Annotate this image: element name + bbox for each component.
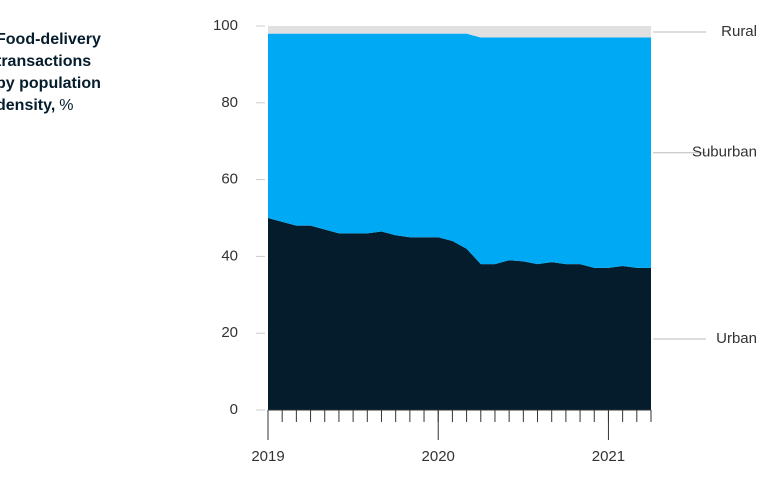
x-tick-label: 2019 <box>251 448 284 465</box>
chart-title: Food-delivery transactions by population de… <box>0 31 101 114</box>
area <box>268 26 651 38</box>
title-unit: % <box>59 97 73 114</box>
title-line: transactions <box>0 53 91 70</box>
title-line: by population <box>0 75 101 92</box>
y-tick-label: 80 <box>221 94 238 111</box>
legend-label: Suburban <box>692 144 757 161</box>
legend-label: Urban <box>716 330 757 347</box>
title-line: density, <box>0 97 55 114</box>
area <box>268 33 651 268</box>
x-tick-label: 2021 <box>592 448 625 465</box>
title-line: Food-delivery <box>0 31 101 48</box>
y-tick-label: 40 <box>221 247 238 264</box>
y-tick-label: 0 <box>230 401 238 418</box>
y-tick-label: 20 <box>221 324 238 341</box>
legend-label: Rural <box>721 23 757 40</box>
x-tick-label: 2020 <box>422 448 455 465</box>
y-tick-label: 60 <box>221 171 238 188</box>
area <box>268 218 651 410</box>
y-tick-label: 100 <box>213 17 238 34</box>
